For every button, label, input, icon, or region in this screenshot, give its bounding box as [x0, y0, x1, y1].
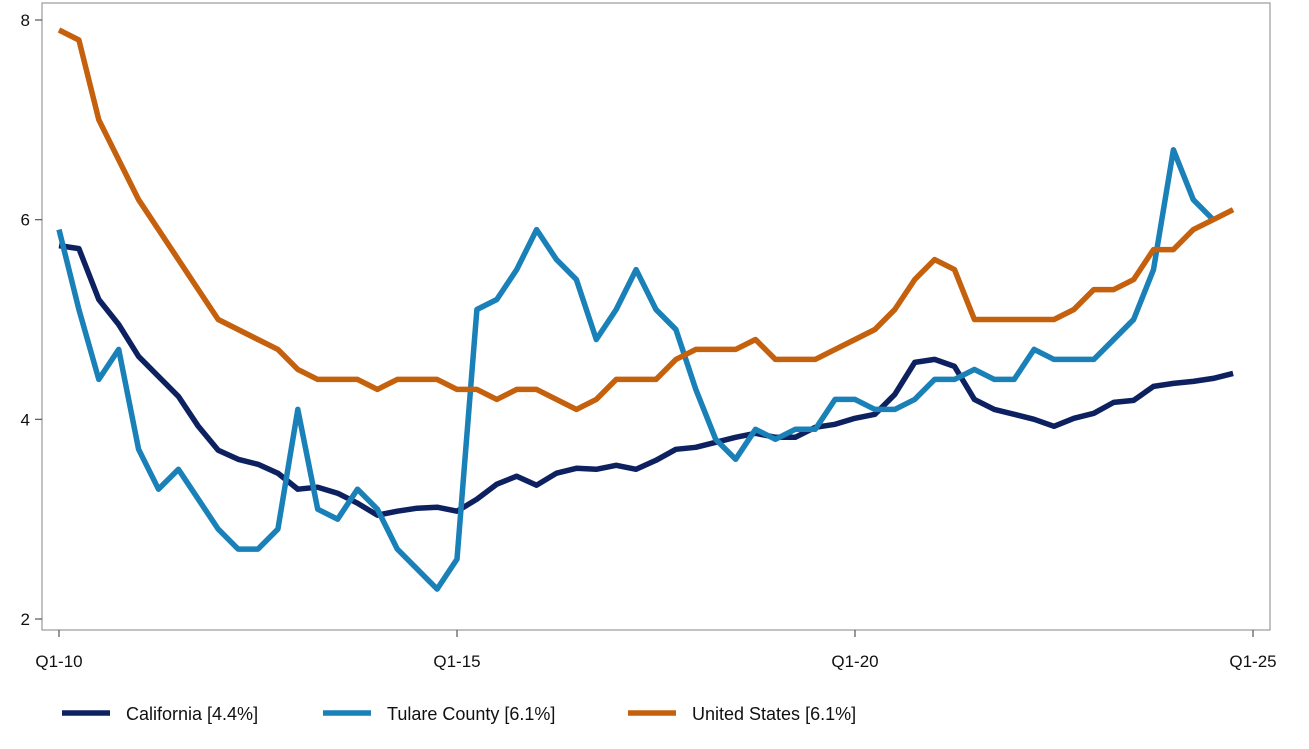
series-layer	[56, 27, 1235, 592]
y-axis: 2 4 6 8	[21, 11, 42, 629]
legend-label: United States [6.1%]	[692, 704, 856, 724]
plot-frame	[41, 2, 1271, 631]
series-line-1	[58, 242, 1234, 518]
x-axis: Q1-10 Q1-15 Q1-20 Q1-25	[35, 630, 1277, 671]
legend: California [4.4%] Tulare County [6.1%] Uni…	[62, 704, 856, 724]
x-tick-label: Q1-20	[831, 652, 878, 671]
x-tick-label: Q1-10	[35, 652, 82, 671]
x-tick-label: Q1-25	[1229, 652, 1276, 671]
legend-label: California [4.4%]	[126, 704, 258, 724]
y-tick-label: 2	[21, 610, 30, 629]
series-line-2	[56, 147, 1216, 592]
legend-label: Tulare County [6.1%]	[387, 704, 555, 724]
y-tick-label: 6	[21, 211, 30, 230]
y-tick-label: 8	[21, 11, 30, 30]
y-tick-label: 4	[21, 410, 30, 429]
x-tick-label: Q1-15	[433, 652, 480, 671]
series-line-3	[57, 27, 1235, 413]
